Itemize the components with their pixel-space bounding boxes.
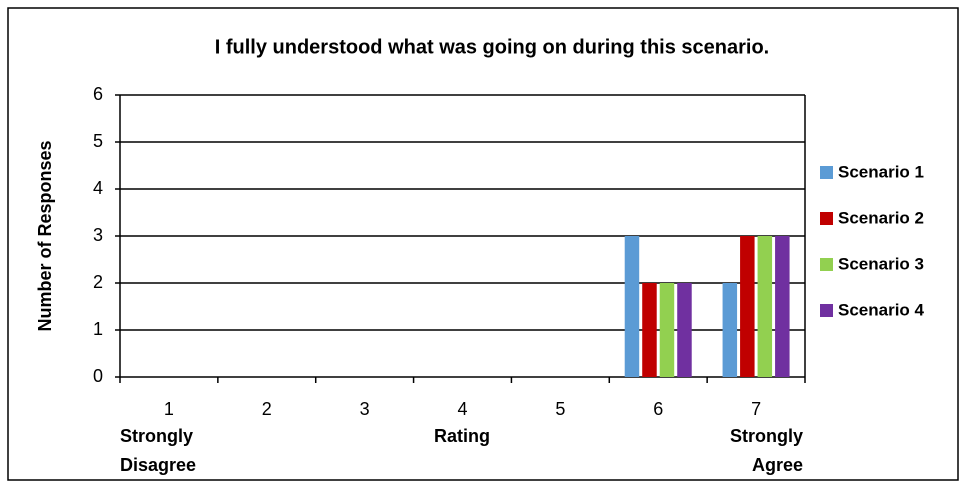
- legend-label: Scenario 2: [838, 208, 924, 227]
- y-tick-label: 5: [93, 131, 103, 151]
- legend-label: Scenario 4: [838, 300, 925, 319]
- x-tick-label: 2: [262, 399, 272, 419]
- x-tick-label: 4: [457, 399, 467, 419]
- bar: [757, 236, 773, 377]
- legend-label: Scenario 1: [838, 162, 924, 181]
- bar: [677, 283, 692, 377]
- x-tick-label: 7: [751, 399, 761, 419]
- bar: [642, 283, 657, 377]
- chart-border: [7, 7, 959, 481]
- y-tick-label: 3: [93, 225, 103, 245]
- y-tick-label: 1: [93, 319, 103, 339]
- bar: [775, 236, 790, 377]
- bar: [624, 236, 640, 377]
- legend-swatch: [820, 258, 833, 271]
- bar: [659, 283, 675, 377]
- y-axis-label: Number of Responses: [35, 140, 55, 331]
- legend-swatch: [820, 166, 833, 179]
- x-tick-label: 5: [555, 399, 565, 419]
- legend-label: Scenario 3: [838, 254, 924, 273]
- x-tick-label: 6: [653, 399, 663, 419]
- chart-title: I fully understood what was going on dur…: [215, 36, 769, 58]
- y-tick-label: 2: [93, 272, 103, 292]
- bar: [722, 283, 738, 377]
- bar: [740, 236, 755, 377]
- legend-swatch: [820, 212, 833, 225]
- x-axis-label: Rating: [434, 426, 490, 446]
- y-tick-label: 4: [93, 178, 103, 198]
- legend-swatch: [820, 304, 833, 317]
- x-tick-label: 3: [360, 399, 370, 419]
- x-tick-label: 1: [164, 399, 174, 419]
- annotation: Strongly Disagree: [120, 426, 197, 475]
- y-tick-label: 0: [93, 366, 103, 386]
- y-tick-label: 6: [93, 84, 103, 104]
- annotation: Strongly Agree: [729, 426, 803, 475]
